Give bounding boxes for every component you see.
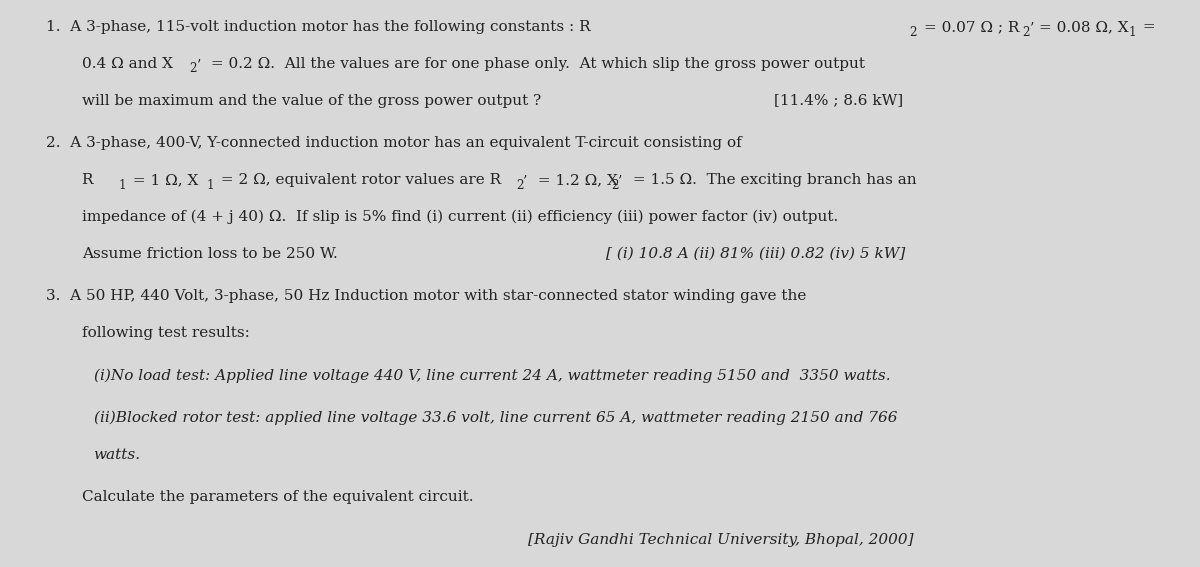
Text: 2: 2 [910,26,917,39]
Text: 2: 2 [516,179,523,192]
Text: 1: 1 [1128,26,1135,39]
Text: ’: ’ [1030,22,1034,36]
Text: (ii)Blocked rotor test: applied line voltage 33.6 volt, line current 65 A, wattm: (ii)Blocked rotor test: applied line vol… [94,411,898,425]
Text: will be maximum and the value of the gross power output ?: will be maximum and the value of the gro… [82,94,541,108]
Text: 2: 2 [190,62,197,75]
Text: Calculate the parameters of the equivalent circuit.: Calculate the parameters of the equivale… [82,490,473,505]
Text: 1: 1 [119,179,126,192]
Text: [ (i) 10.8 A (ii) 81% (iii) 0.82 (iv) 5 kW]: [ (i) 10.8 A (ii) 81% (iii) 0.82 (iv) 5 … [606,247,905,261]
Text: 2: 2 [1022,26,1030,39]
Text: 0.4 Ω and X: 0.4 Ω and X [82,57,173,71]
Text: = 0.08 Ω, X: = 0.08 Ω, X [1039,20,1129,34]
Text: impedance of (4 + j 40) Ω.  If slip is 5% find (i) current (ii) efficiency (iii): impedance of (4 + j 40) Ω. If slip is 5%… [82,210,838,224]
Text: ’: ’ [618,175,623,189]
Text: ’: ’ [197,58,202,73]
Text: = 2 Ω, equivalent rotor values are R: = 2 Ω, equivalent rotor values are R [216,173,502,187]
Text: 3.  A 50 HP, 440 Volt, 3-phase, 50 Hz Induction motor with star-connected stator: 3. A 50 HP, 440 Volt, 3-phase, 50 Hz Ind… [46,289,806,303]
Text: watts.: watts. [94,448,140,462]
Text: 1: 1 [206,179,214,192]
Text: [Rajiv Gandhi Technical University, Bhopal, 2000]: [Rajiv Gandhi Technical University, Bhop… [528,533,913,547]
Text: (i)No load test: Applied line voltage 440 V, line current 24 A, wattmeter readin: (i)No load test: Applied line voltage 44… [94,369,890,383]
Text: [11.4% ; 8.6 kW]: [11.4% ; 8.6 kW] [774,94,904,108]
Text: = 1.5 Ω.  The exciting branch has an: = 1.5 Ω. The exciting branch has an [628,173,917,187]
Text: Assume friction loss to be 250 W.: Assume friction loss to be 250 W. [82,247,337,261]
Text: 2: 2 [611,179,618,192]
Text: 2.  A 3-phase, 400-V, Y-connected induction motor has an equivalent T-circuit co: 2. A 3-phase, 400-V, Y-connected inducti… [46,136,742,150]
Text: following test results:: following test results: [82,326,250,340]
Text: = 0.2 Ω.  All the values are for one phase only.  At which slip the gross power : = 0.2 Ω. All the values are for one phas… [206,57,865,71]
Text: ’: ’ [523,175,528,189]
Text: R: R [82,173,94,187]
Text: = 1 Ω, X: = 1 Ω, X [128,173,199,187]
Text: =: = [1138,20,1156,34]
Text: = 0.07 Ω ; R: = 0.07 Ω ; R [924,20,1019,34]
Text: 1.  A 3-phase, 115-volt induction motor has the following constants : R: 1. A 3-phase, 115-volt induction motor h… [46,20,590,34]
Text: = 1.2 Ω, X: = 1.2 Ω, X [533,173,618,187]
